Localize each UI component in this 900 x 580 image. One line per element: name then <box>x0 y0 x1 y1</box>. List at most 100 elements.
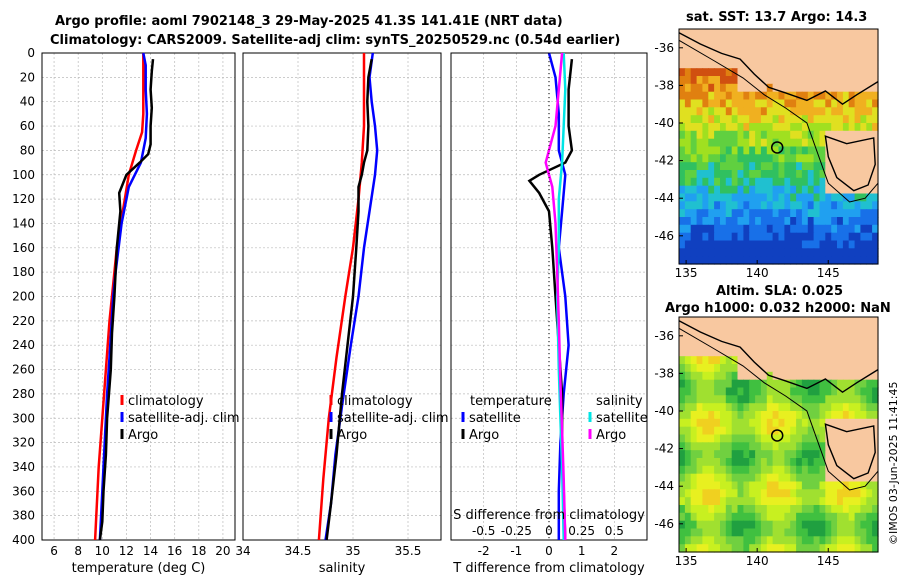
map-cell <box>749 240 756 249</box>
map-cell <box>872 356 879 365</box>
map-cell <box>813 36 821 46</box>
map-cell <box>679 505 686 514</box>
map-cell <box>848 512 856 522</box>
map-cell <box>801 256 809 265</box>
map-cell <box>842 232 850 242</box>
map-cell <box>743 162 750 171</box>
map-cell <box>796 387 803 396</box>
map-cell <box>819 317 826 326</box>
map-cell <box>760 232 768 242</box>
map-cell <box>720 332 727 342</box>
map-cell <box>731 505 739 514</box>
map-cell <box>784 434 791 443</box>
map-cell <box>766 379 774 389</box>
map-cell <box>755 177 762 187</box>
map-cell <box>842 411 850 420</box>
map-cell <box>725 209 733 218</box>
map-cell <box>749 536 756 545</box>
map-cell <box>825 356 832 365</box>
map-cell <box>749 371 756 381</box>
map-cell <box>872 170 879 179</box>
map-cell <box>819 332 826 342</box>
map-cell <box>790 146 797 155</box>
map-cell <box>801 185 809 195</box>
map-cell <box>796 99 803 108</box>
map-cell <box>725 356 733 365</box>
map-cell <box>749 489 756 498</box>
map-cell <box>690 170 698 179</box>
map-cell <box>831 83 838 93</box>
map-cell <box>696 403 704 412</box>
map-cell <box>801 340 809 349</box>
map-cell <box>749 44 756 54</box>
map-cell <box>866 76 873 85</box>
map-cell <box>679 209 686 218</box>
map-cell <box>831 91 838 101</box>
map-cell <box>784 44 791 54</box>
map-cell <box>807 91 815 101</box>
y-tick-label: 300 <box>12 411 35 425</box>
map-cell <box>819 232 826 242</box>
map-cell <box>801 317 809 326</box>
map-cell <box>737 442 744 451</box>
map-cell <box>679 340 686 349</box>
map-cell <box>690 356 698 365</box>
map-cell <box>743 248 750 257</box>
map-cell <box>714 364 721 373</box>
map-cell <box>755 520 762 530</box>
map-cell <box>848 497 856 506</box>
map-cell <box>813 364 821 373</box>
map-cell <box>872 403 879 412</box>
map-cell <box>696 36 704 46</box>
map-cell <box>731 240 739 249</box>
map-cell <box>801 115 809 124</box>
x-tick-label: 16 <box>167 544 182 558</box>
map-cell <box>831 177 838 187</box>
map-cell <box>796 170 803 179</box>
map-cell <box>708 536 715 545</box>
map-cell <box>807 170 815 179</box>
map-cell <box>778 256 785 265</box>
map-cell <box>813 170 821 179</box>
map-cell <box>737 248 744 257</box>
map-cell <box>831 232 838 242</box>
map-cell <box>696 177 704 187</box>
map-cell <box>702 426 709 436</box>
map-cell <box>784 442 791 451</box>
map-cell <box>848 364 856 373</box>
map-cell <box>720 224 727 234</box>
map-cell <box>807 217 815 226</box>
map-cell <box>813 217 821 226</box>
map-cell <box>684 356 692 365</box>
x-tick-label: -2 <box>478 544 490 558</box>
map-cell <box>679 395 686 404</box>
map-cell <box>819 154 826 163</box>
map-cell <box>725 162 733 171</box>
map-cell <box>720 317 727 326</box>
map-cell <box>854 60 862 69</box>
map-cell <box>708 232 715 242</box>
map-cell <box>854 185 862 195</box>
map-cell <box>708 544 715 553</box>
map-cell <box>684 528 692 537</box>
map-cell <box>866 240 873 249</box>
map-cell <box>720 154 727 163</box>
map-cell <box>679 201 686 210</box>
map-cell <box>796 115 803 124</box>
map-cell <box>831 520 838 530</box>
map-cell <box>760 489 768 498</box>
map-cell <box>842 99 850 108</box>
map-cell <box>690 29 698 38</box>
map-cell <box>872 450 879 459</box>
map-cell <box>872 240 879 249</box>
map-cell <box>801 348 809 357</box>
map-cell <box>766 403 774 412</box>
map-cell <box>778 426 785 436</box>
map-cell <box>784 340 791 349</box>
map-cell <box>848 371 856 381</box>
map-cell <box>842 520 850 530</box>
map-cell <box>737 138 744 148</box>
map-cell <box>737 348 744 357</box>
map-cell <box>702 83 709 93</box>
map-cell <box>725 371 733 381</box>
